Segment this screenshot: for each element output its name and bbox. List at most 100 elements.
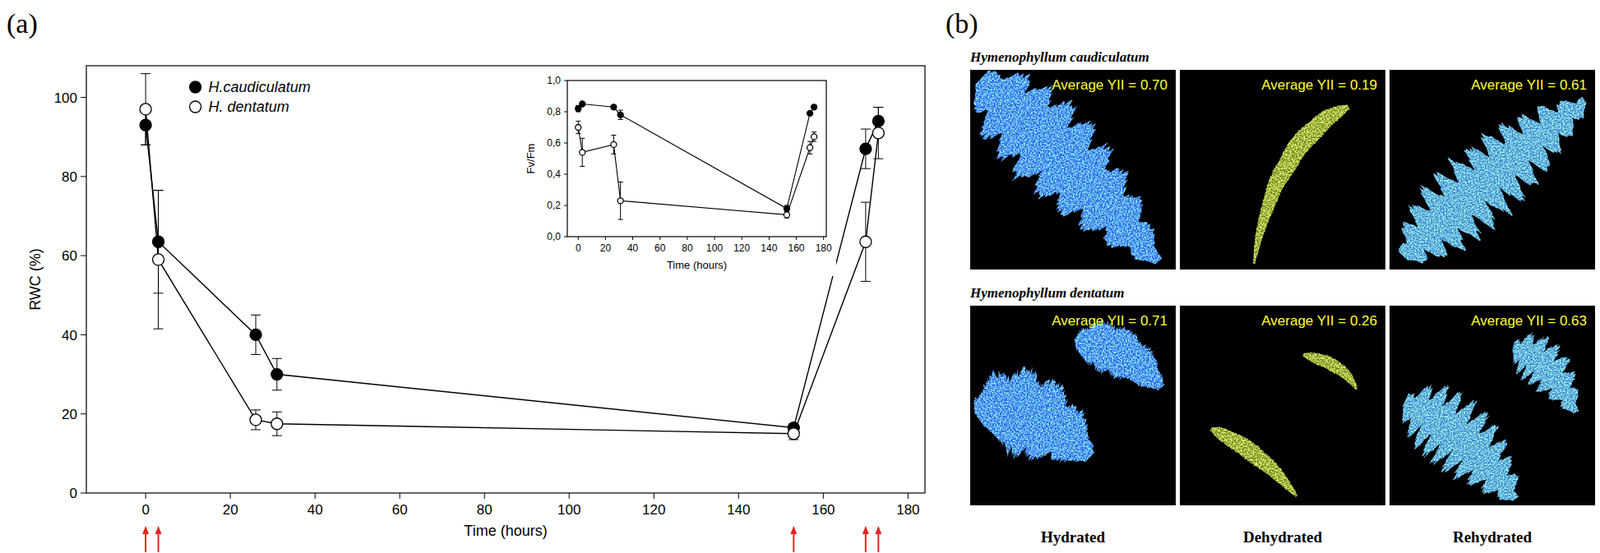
- y-tick-label: 60: [61, 248, 78, 264]
- panel-label: (a): [6, 8, 38, 40]
- x-tick-label: 20: [222, 502, 239, 518]
- data-point: [787, 428, 800, 440]
- error-bar: [575, 105, 581, 112]
- error-cap: [575, 133, 581, 135]
- error-bar: [250, 410, 261, 431]
- error-cap: [860, 129, 871, 130]
- frond-image: [973, 69, 1163, 265]
- error-bar: [807, 141, 813, 154]
- error-bar: [873, 107, 884, 160]
- error-cap: [140, 144, 151, 146]
- data-point: [807, 110, 814, 116]
- x-tick: [653, 493, 655, 500]
- legend-label: H. dentatum: [208, 98, 290, 116]
- data-point: [617, 111, 624, 118]
- x-tick-label: 80: [476, 502, 493, 518]
- error-cap: [860, 168, 871, 170]
- error-bar: [860, 202, 871, 282]
- x-tick-label: 60: [654, 242, 666, 255]
- error-cap: [250, 409, 261, 411]
- arrow-shaft: [877, 532, 879, 553]
- x-tick: [823, 493, 824, 500]
- inset-background: [524, 72, 837, 277]
- image-content: [970, 305, 1176, 506]
- yii-label: Average YII = 0.63: [1470, 313, 1587, 329]
- error-cap: [618, 110, 624, 111]
- y-tick: [80, 493, 87, 495]
- data-point: [271, 369, 283, 381]
- x-tick-label: 20: [600, 242, 612, 255]
- x-tick-label: 60: [392, 502, 408, 518]
- error-cap: [272, 358, 283, 360]
- yii-label: Average YII = 0.19: [1261, 77, 1378, 93]
- x-tick-label: 80: [681, 242, 694, 255]
- image-content: [1179, 305, 1386, 506]
- x-tick: [741, 236, 743, 241]
- data-point: [579, 101, 586, 107]
- x-tick: [568, 493, 570, 500]
- data-point: [811, 104, 818, 111]
- error-cap: [618, 219, 624, 221]
- image-cell: Average YII = 0.61: [1389, 69, 1596, 270]
- x-tick: [823, 236, 824, 241]
- error-cap: [250, 354, 261, 356]
- x-tick: [145, 493, 147, 500]
- error-cap: [140, 144, 151, 146]
- sampling-arrow: [790, 526, 797, 553]
- x-axis-title: Time (hours): [666, 258, 727, 272]
- error-bar: [272, 411, 283, 436]
- figure: (a)(b)0204060801001201401601800204060801…: [0, 0, 1600, 553]
- x-tick: [795, 236, 797, 241]
- data-point: [783, 205, 790, 212]
- error-cap: [807, 153, 813, 155]
- x-tick-label: 0: [141, 502, 149, 518]
- error-bar: [788, 428, 799, 440]
- x-tick: [714, 236, 716, 241]
- x-tick-label: 120: [733, 242, 750, 255]
- x-tick-label: 140: [726, 502, 750, 518]
- frond-image: [1401, 383, 1520, 502]
- error-cap: [873, 106, 884, 108]
- panel-label: (b): [945, 8, 979, 40]
- image-cell: Average YII = 0.71: [970, 305, 1176, 506]
- y-tick-label: 20: [61, 406, 78, 423]
- arrow-head: [142, 526, 149, 535]
- yii-label: Average YII = 0.26: [1261, 313, 1378, 329]
- x-tick-label: 140: [760, 242, 777, 255]
- image-background: [970, 69, 1176, 270]
- y-tick: [80, 413, 87, 415]
- y-tick: [80, 334, 87, 336]
- image-background: [1389, 69, 1596, 270]
- error-bar: [272, 358, 283, 391]
- y-tick-label: 0,4: [546, 168, 561, 181]
- error-cap: [153, 328, 164, 330]
- y-tick: [80, 255, 87, 257]
- image-background: [1179, 69, 1386, 270]
- y-tick-label: 0,0: [546, 231, 561, 243]
- image-cell: Average YII = 0.63: [1389, 305, 1596, 506]
- x-tick: [314, 493, 316, 500]
- data-point: [249, 328, 262, 341]
- arrow-head: [874, 526, 882, 535]
- chart-1: 0204060801001201401601800,00,20,40,60,81…: [524, 72, 837, 277]
- y-tick-label: 0,8: [546, 106, 561, 118]
- error-cap: [579, 138, 585, 139]
- data-point: [807, 144, 814, 151]
- species-title: Hymenophyllum dentatum: [969, 285, 1125, 301]
- x-tick-label: 100: [557, 502, 581, 518]
- frond-image: [1210, 427, 1298, 498]
- legend: H.caudiculatumH. dentatum: [189, 78, 311, 116]
- y-tick-label: 1,0: [546, 74, 561, 87]
- arrow-head: [155, 526, 162, 535]
- frond-image: [1073, 319, 1165, 392]
- sampling-arrow: [862, 526, 870, 553]
- error-cap: [610, 153, 616, 155]
- error-cap: [873, 158, 884, 160]
- x-tick: [605, 236, 606, 241]
- error-cap: [579, 166, 585, 167]
- legend-marker: [189, 81, 202, 93]
- x-tick: [632, 236, 634, 241]
- frond-image: [1253, 104, 1351, 264]
- x-tick: [659, 236, 661, 241]
- yii-label: Average YII = 0.70: [1051, 77, 1168, 93]
